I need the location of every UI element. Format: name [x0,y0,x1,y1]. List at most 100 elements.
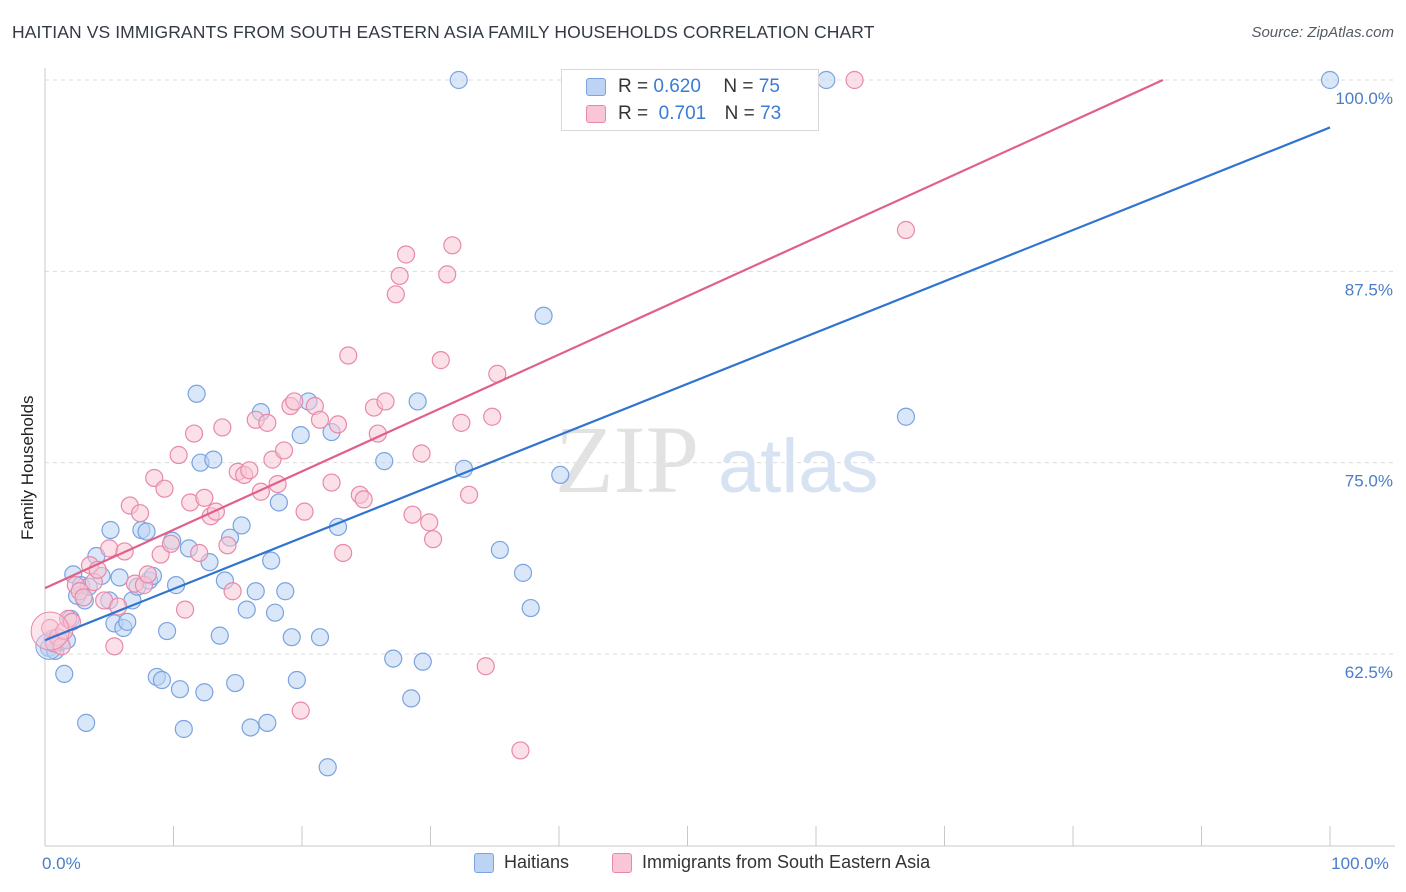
sea-immigrant-point [285,392,304,411]
sea-immigrant-point [218,536,237,555]
haitian-point [318,758,337,777]
sea-immigrant-point [476,657,495,676]
y-tick-label: 75.0% [1345,472,1393,491]
source-label: Source: ZipAtlas.com [1251,24,1394,41]
sea-immigrant-point [845,70,864,90]
haitian-point [310,628,330,647]
sea-immigrant-point [423,530,443,549]
haitian-point [210,626,229,645]
y-tick-label: 87.5% [1345,280,1393,299]
haitian-point [276,582,295,601]
legend-row-sea: R = 0.701 N = 73 [586,102,781,126]
haitian-point [1320,70,1340,90]
sea-immigrant-point [74,588,93,607]
haitian-point [534,306,553,325]
sea-immigrant-point [223,582,242,601]
haitian-point [413,652,432,671]
legend-n-value-sea: 73 [760,103,782,124]
haitian-point [375,452,394,471]
haitian-point [408,392,427,411]
sea-immigrant-point [443,236,462,255]
bottom-legend-haitians: Haitians [474,852,569,873]
haitian-point [269,493,288,512]
haitian-point [817,70,836,90]
y-tick-label: 62.5% [1345,663,1393,682]
haitian-point [896,407,916,426]
sea-immigrant-point [169,445,188,465]
sea-immigrant-point [310,410,330,429]
sea-immigrant-point [130,504,150,523]
watermark-atlas: atlas [718,424,879,509]
legend-r-value-haitians: 0.620 [653,76,701,97]
haitian-point [490,540,509,560]
haitian-point [551,465,570,485]
haitian-point [187,384,206,403]
sea-immigrant-point [195,488,214,507]
sea-immigrant-point [396,245,416,264]
bottom-legend-label-sea: Immigrants from South Eastern Asia [642,852,931,872]
haitian-point [137,522,156,541]
sea-immigrant-point [155,479,174,498]
sea-immigrant-point [274,441,294,460]
haitian-point [513,563,533,582]
haitian-point [55,664,74,683]
bottom-legend-swatch-pink [612,852,632,873]
bottom-legend-label-haitians: Haitians [504,852,570,872]
sea-immigrant-point [30,611,70,651]
sea-immigrant-point [258,413,277,432]
watermark-zip: ZIP [555,406,699,513]
sea-immigrant-point [138,565,157,584]
sea-immigrant-point [403,505,422,524]
sea-immigrant-point [100,539,119,558]
haitian-point [110,568,129,587]
haitian-point [195,683,214,702]
gridlines [45,79,1395,655]
haitian-point [157,621,177,641]
chart-title: HAITIAN VS IMMIGRANTS FROM SOUTH EASTERN… [12,22,875,42]
sea-immigrant-point [459,485,479,504]
haitian-point [237,600,256,619]
haitian-point [118,612,137,631]
haitian-point [265,603,285,622]
sea-immigrant-point [334,543,353,563]
sea-immigrant-point [105,637,124,656]
haitian-point [262,551,281,570]
haitian-point [258,713,277,732]
trend-lines [44,78,1331,642]
haitian-point [282,628,301,647]
legend-n-label: N = [723,76,754,97]
haitian-point [291,426,310,445]
haitian-point [246,582,265,601]
haitian-point [287,670,306,690]
legend-n-value-haitians: 75 [758,76,780,97]
sea-trend-line [44,78,1164,590]
haitian-point [521,598,540,618]
haitian-point [384,649,403,668]
tick-labels: 62.5% 75.0% 87.5% 100.0% 0.0% 100.0% [42,89,1393,873]
legend-n-label: N = [724,103,755,124]
sea-immigrant-point [354,490,373,509]
axes [44,68,1395,847]
haitian-point [77,713,96,732]
sea-immigrant-point [896,220,916,240]
haitian-point [170,680,190,699]
legend-r-label: R = [618,76,649,97]
haitian-point [226,673,245,693]
sea-immigrant-point [213,418,232,437]
x-tick-label: 0.0% [42,854,81,873]
haitian-point [101,520,120,540]
sea-immigrant-point [376,392,395,411]
haitian-point [402,689,421,708]
sea-immigrant-point [390,266,409,286]
sea-immigrant-point [291,701,310,720]
haitian-point [174,719,193,739]
sea-immigrant-point [483,407,502,426]
sea-immigrant-point [420,513,439,532]
sea-immigrant-point [161,534,181,553]
legend-row-haitians: R = 0.620 N = 75 [586,75,780,99]
legend-r-label: R = [618,103,649,124]
haitian-point [232,516,251,535]
haitians-trend-line [44,126,1331,642]
sea-immigrant-point [175,600,195,619]
